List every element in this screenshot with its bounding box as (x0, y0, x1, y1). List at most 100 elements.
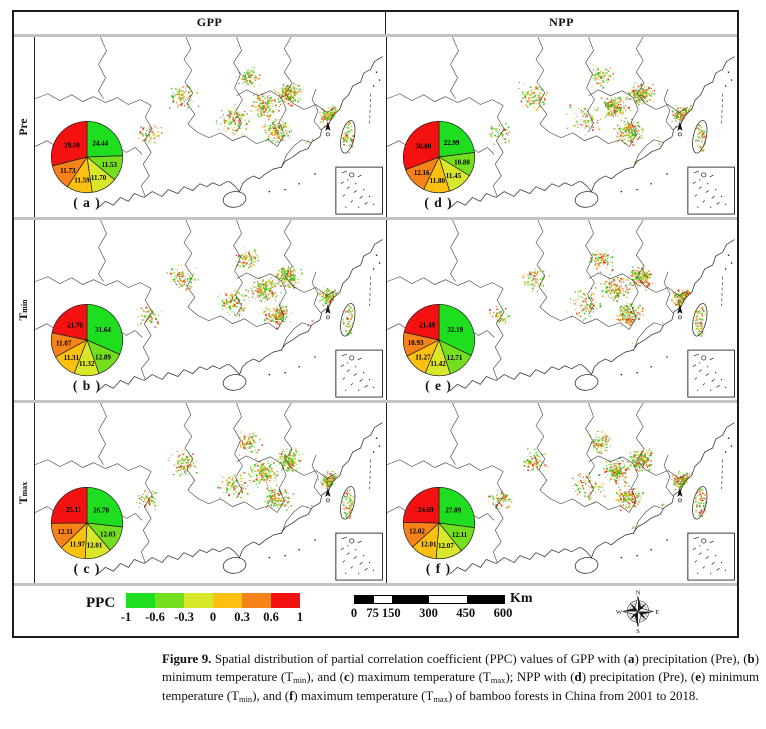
row-label-cell: Pre (14, 37, 35, 217)
colorbar-tick: -1 (120, 610, 132, 624)
scale-label: 450 (456, 606, 476, 620)
china-map-c (35, 403, 383, 581)
scale-segment (429, 596, 467, 603)
scale-bar: Km 0 75 150 300 450 600 (350, 591, 533, 620)
panel-label-b: ( b ) (72, 378, 102, 393)
column-header-row: GPP NPP (14, 12, 737, 37)
pie-slice-value: 11.53 (102, 161, 118, 169)
map-panel-d: 22.99 10.80 11.45 11.80 12.16 30.80 ( d ) (386, 37, 738, 217)
north-arrow-icon (325, 121, 331, 131)
caption-bold-run: a (628, 652, 635, 666)
row-label-cell: Tmax (14, 403, 35, 583)
scale-segment (392, 596, 430, 603)
pie-slice-value: 12.01 (87, 542, 103, 550)
colorbar-tick: -0.3 (174, 610, 194, 624)
row-label: Tmin (18, 299, 30, 321)
figure-row-tmax: Tmax 26.78 12.03 12.01 11.97 12.11 25.11( c ) 2… (14, 403, 737, 586)
map-panel-c: 26.78 12.03 12.01 11.97 12.11 25.11 ( c ) (35, 403, 387, 583)
scale-label: 0 (350, 606, 358, 620)
caption-text-run: ); NPP with ( (505, 670, 575, 685)
caption-text-run: ) minimum temperature (T (162, 670, 760, 703)
pie-slice-value: 11.80 (429, 177, 445, 185)
pie-slice-value: 11.42 (430, 360, 446, 368)
pie-slice-value: 26.78 (93, 507, 109, 515)
inset-map (335, 166, 383, 215)
pie-slice-value: 10.93 (407, 339, 423, 347)
pie-slice (50, 120, 88, 167)
colorbar-segment-0 (126, 593, 155, 608)
panel-label-e: ( e ) (425, 378, 452, 393)
column-header-npp: NPP (549, 15, 574, 29)
colorbar-tick: 1 (296, 610, 304, 624)
scale-label: 300 (419, 606, 438, 620)
legend-row: PPC -1 -0.6 -0.3 0 0.3 0.6 1 Km 0 75 150 300 450 60… (14, 586, 737, 635)
china-map-b (35, 220, 383, 398)
ppc-colorbar-ticks: -1 -0.6 -0.3 0 0.3 0.6 1 (121, 610, 304, 626)
header-corner (14, 12, 34, 34)
scale-label: 600 (493, 606, 513, 620)
pie-slice-value: 25.11 (66, 506, 82, 514)
row-label: Pre (18, 118, 30, 136)
ppc-legend-title: PPC (86, 595, 116, 611)
scale-bar-labels: 0 75 150 300 450 600 (350, 604, 519, 620)
china-map-a (35, 37, 383, 215)
compass-west-label: W (616, 609, 623, 616)
inset-map (686, 532, 735, 581)
pie-slice-value: 12.11 (58, 528, 74, 536)
pie-slice-value: 11.45 (445, 172, 461, 180)
caption-bold-run: e (695, 670, 701, 685)
north-arrow-icon (676, 304, 682, 314)
colorbar-tick: 0.3 (234, 610, 250, 624)
colorbar-tick: -0.6 (145, 610, 165, 624)
caption-text-run: ) precipitation (Pre), ( (634, 652, 748, 666)
figure-panel: GPP NPP Pre 24.44 11.53 11.70 11.59 11.73 29.0… (12, 10, 739, 638)
row-label-cell: Tmin (14, 220, 35, 400)
figure-row-tmin: Tmin 31.64 12.89 11.32 11.31 11.07 21.76( b ) 3… (14, 220, 737, 403)
scale-label: 150 (381, 606, 401, 620)
pie-slice-value: 12.01 (420, 540, 436, 548)
pie-slice (402, 120, 439, 171)
map-panel-e: 32.19 12.71 11.42 11.27 10.93 21.49 ( e ) (386, 220, 738, 400)
scale-bar-unit: Km (510, 591, 533, 606)
pie-slice-value: 11.73 (60, 167, 76, 175)
pie-slice (86, 486, 124, 528)
compass-east-label: E (655, 609, 659, 616)
inset-map (335, 349, 383, 398)
caption-text-run: min (238, 693, 253, 704)
pie-slice-value: 21.76 (67, 322, 83, 330)
panel-label-c: ( c ) (73, 561, 101, 576)
colorbar-tick: 0.6 (263, 610, 279, 624)
caption-bold-run: b (747, 652, 755, 666)
caption-text-run: ) minimum temperature (T (162, 652, 760, 685)
pie-slice (438, 120, 475, 158)
caption-text-run: max (490, 675, 506, 686)
caption-bold-run: d (574, 670, 582, 685)
figure-caption: Figure 9. Spatial distribution of partia… (162, 650, 759, 706)
pie-slice-value: 29.00 (64, 142, 80, 150)
north-arrow-icon (676, 121, 682, 131)
caption-bold-run: Figure 9. (162, 652, 212, 666)
north-arrow-icon (325, 304, 331, 314)
pie-slice (50, 486, 88, 524)
panel-label-a: ( a ) (73, 195, 101, 210)
caption-bold-run: c (343, 670, 350, 685)
figure-row-pre: Pre 24.44 11.53 11.70 11.59 11.73 29.00 ( a ) 22… (14, 37, 737, 220)
caption-bold-run: f (289, 688, 294, 703)
pie-slice-value: 11.97 (70, 541, 86, 549)
caption-text-run: ) precipitation (Pre), ( (581, 670, 696, 685)
scale-label: 75 (366, 606, 379, 620)
pie-slice-value: 11.32 (79, 360, 95, 368)
colorbar-segment-5 (271, 593, 300, 608)
colorbar-tick: 0 (209, 610, 217, 624)
pie-slice-value: 22.99 (443, 139, 459, 147)
scale-segment (466, 596, 504, 603)
caption-text-run: ) maximum temperature (T (349, 670, 491, 685)
caption-text-run: max (433, 693, 448, 704)
pie-slice-value: 11.59 (74, 176, 90, 184)
inset-map (686, 349, 735, 398)
pie-slice-value: 12.89 (95, 354, 111, 362)
